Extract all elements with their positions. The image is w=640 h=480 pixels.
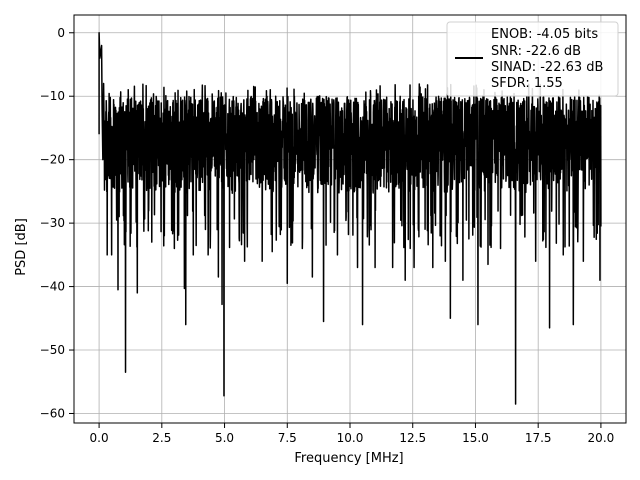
- y-tick-label: −10: [40, 89, 65, 103]
- x-tick-label: 10.0: [337, 431, 364, 445]
- legend-line-enob: ENOB: -4.05 bits: [491, 27, 598, 42]
- x-tick-label: 5.0: [215, 431, 234, 445]
- y-tick-label: −50: [40, 343, 65, 357]
- x-tick-label: 0.0: [90, 431, 109, 445]
- y-axis-ticks: 0 −10 −20 −30 −40 −50 −60: [40, 26, 74, 420]
- legend-box: [446, 21, 619, 97]
- x-tick-label: 2.5: [152, 431, 171, 445]
- x-axis-ticks: 0.0 2.5 5.0 7.5 10.0 12.5 15.0 17.5 20.0: [90, 423, 615, 445]
- x-tick-label: 7.5: [278, 431, 297, 445]
- y-tick-label: −20: [40, 153, 65, 167]
- legend-line-sfdr: SFDR: 1.55: [491, 76, 563, 91]
- plot-area: [98, 32, 602, 405]
- y-tick-label: −40: [40, 280, 65, 294]
- y-tick-label: −30: [40, 216, 65, 230]
- y-tick-label: 0: [57, 26, 65, 40]
- y-axis-label: PSD [dB]: [14, 218, 29, 276]
- x-tick-label: 17.5: [525, 431, 552, 445]
- legend-line-snr: SNR: -22.6 dB: [491, 44, 581, 59]
- x-tick-label: 15.0: [462, 431, 489, 445]
- x-tick-label: 20.0: [588, 431, 615, 445]
- x-axis-label: Frequency [MHz]: [294, 451, 403, 466]
- x-tick-label: 12.5: [399, 431, 426, 445]
- legend: ENOB: -4.05 bits SNR: -22.6 dB SINAD: -2…: [446, 21, 619, 97]
- psd-series-line: [98, 32, 602, 405]
- legend-line-sinad: SINAD: -22.63 dB: [491, 60, 603, 75]
- y-tick-label: −60: [40, 406, 65, 420]
